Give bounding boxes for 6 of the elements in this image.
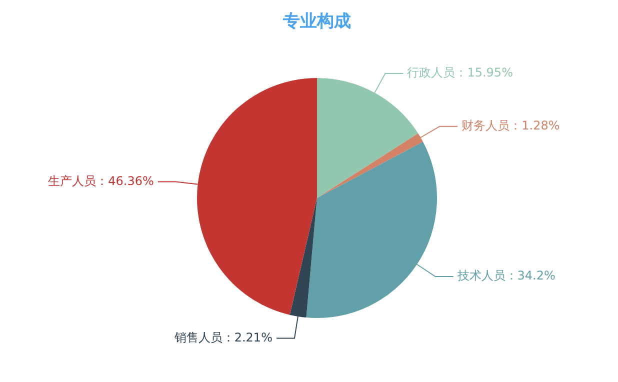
slice-label: 技术人员：34.2% [456,268,556,283]
chart-title: 专业构成 [282,11,351,32]
slice-label: 财务人员：1.28% [462,118,560,133]
slice-label: 行政人员：15.95% [407,66,513,80]
slice-label: 销售人员：2.21% [173,330,272,344]
slice-label: 生产人员：46.36% [48,174,154,188]
